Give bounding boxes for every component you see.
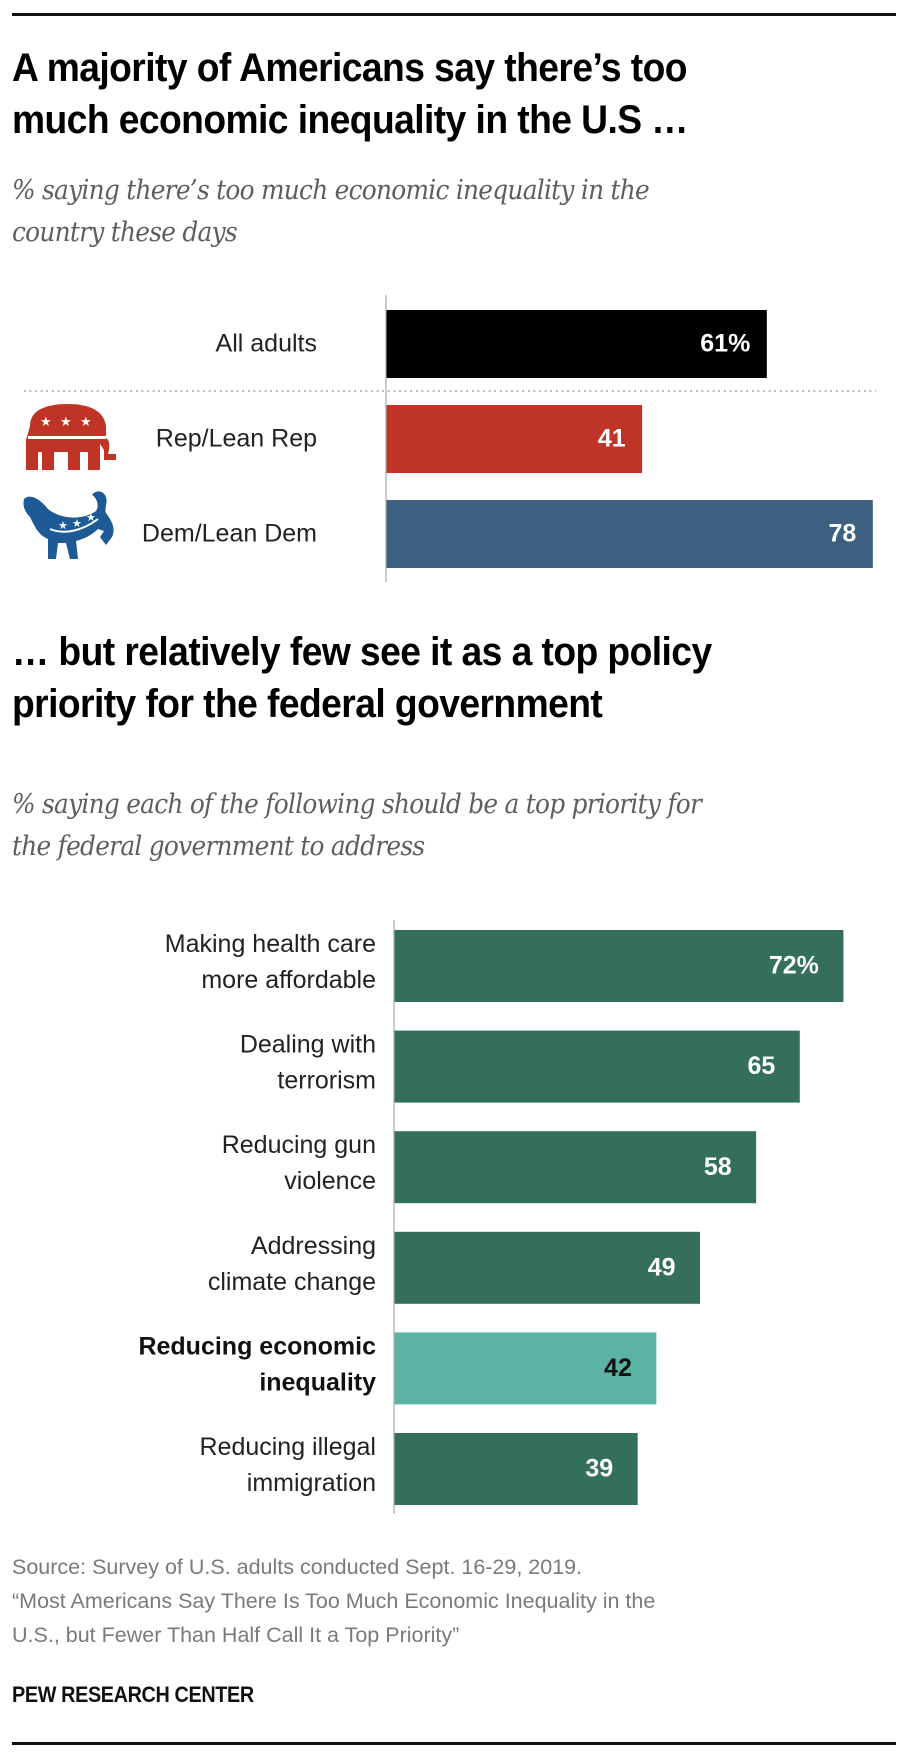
bar-addressing-climate-change: [394, 1231, 701, 1304]
top-rule: [12, 13, 896, 16]
category-label-dealing-with-terrorism: Dealing with terrorism: [240, 1031, 376, 1095]
source-note: Source: Survey of U.S. adults conducted …: [12, 1550, 892, 1652]
value-label-rep-lean-rep: 41: [598, 425, 626, 453]
svg-text:★: ★: [60, 415, 72, 430]
bar-dealing-with-terrorism: [394, 1030, 800, 1103]
svg-text:★: ★: [40, 415, 52, 430]
pew-research-center-logo: PEW RESEARCH CENTER: [12, 1682, 254, 1707]
value-label-all-adults: 61%: [700, 330, 750, 358]
bar-reducing-economic-inequality: [394, 1332, 657, 1405]
chart2-title-line1: … but relatively few see it as a top pol…: [12, 630, 712, 674]
category-label-line: violence: [284, 1167, 376, 1195]
source-line-1: Source: Survey of U.S. adults conducted …: [12, 1555, 583, 1579]
value-label-making-health-care-more-affordable: 72%: [769, 952, 819, 980]
policy-priority-chart: Making health care more affordable 72% Deal…: [138, 920, 844, 1514]
value-label-addressing-climate-change: 49: [648, 1253, 676, 1281]
svg-text:★: ★: [80, 415, 92, 430]
chart2-subtitle: % saying each of the following should be…: [12, 784, 822, 868]
source-line-3: U.S., but Fewer Than Half Call It a Top …: [12, 1623, 460, 1647]
chart1-title-line2: much economic inequality in the U.S …: [12, 98, 688, 142]
bar-reducing-illegal-immigration: [394, 1433, 638, 1505]
chart1-title-line1: A majority of Americans say there’s too: [12, 46, 687, 90]
chart2-subtitle-line2: the federal government to address: [12, 831, 425, 862]
category-label-reducing-illegal-immigration: Reducing illegal immigration: [199, 1433, 376, 1497]
category-label-line: Making health care: [165, 930, 376, 958]
democrat-donkey-icon: ★ ★ ★: [23, 491, 114, 559]
republican-elephant-icon: ★ ★ ★: [26, 404, 116, 470]
svg-text:★: ★: [72, 517, 82, 530]
category-label-line: more affordable: [201, 966, 376, 994]
category-label-line: Reducing illegal: [199, 1433, 376, 1461]
bar-all-adults: [386, 310, 767, 378]
category-label-line: immigration: [247, 1469, 376, 1497]
value-label-dem-lean-dem: 78: [829, 520, 857, 548]
svg-text:★: ★: [58, 519, 68, 532]
category-label-line: Reducing gun: [222, 1131, 376, 1159]
chart1-subtitle: % saying there’s too much economic inequ…: [12, 170, 822, 254]
category-label-line: Dealing with: [240, 1031, 376, 1059]
category-label-dem-lean-dem: Dem/Lean Dem: [142, 520, 317, 548]
value-label-reducing-illegal-immigration: 39: [585, 1455, 613, 1483]
bar-reducing-gun-violence: [394, 1131, 757, 1204]
value-label-reducing-gun-violence: 58: [704, 1153, 732, 1181]
category-label-all-adults: All adults: [216, 330, 317, 358]
category-label-rep-lean-rep: Rep/Lean Rep: [156, 425, 317, 453]
chart2-title-line2: priority for the federal government: [12, 682, 603, 726]
bar-making-health-care-more-affordable: [394, 930, 844, 1002]
category-label-reducing-gun-violence: Reducing gun violence: [222, 1131, 376, 1195]
party-inequality-chart: ★ ★ ★ ★ ★ ★ All adults 61% Rep/Lean Rep 41 D…: [23, 295, 876, 582]
value-label-reducing-economic-inequality: 42: [604, 1354, 632, 1382]
chart1-title: A majority of Americans say there’s too …: [12, 42, 830, 146]
chart1-subtitle-line1: % saying there’s too much economic inequ…: [12, 175, 650, 206]
category-label-line: Reducing economic: [138, 1332, 376, 1360]
chart1-subtitle-line2: country these days: [12, 217, 238, 248]
category-label-reducing-economic-inequality: Reducing economic inequality: [138, 1332, 376, 1396]
bar-dem-lean-dem: [386, 500, 873, 568]
source-line-2: “Most Americans Say There Is Too Much Ec…: [12, 1589, 656, 1613]
chart2-subtitle-line1: % saying each of the following should be…: [12, 789, 702, 820]
svg-text:★: ★: [86, 511, 96, 524]
bottom-rule: [12, 1742, 896, 1745]
category-label-line: Addressing: [251, 1232, 376, 1260]
category-label-line: terrorism: [277, 1067, 376, 1095]
bar-rep-lean-rep: [386, 405, 643, 473]
chart2-title: … but relatively few see it as a top pol…: [12, 626, 830, 730]
category-label-addressing-climate-change: Addressing climate change: [208, 1232, 376, 1296]
category-label-making-health-care-more-affordable: Making health care more affordable: [165, 930, 376, 994]
value-label-dealing-with-terrorism: 65: [747, 1052, 775, 1080]
category-label-line: inequality: [259, 1368, 376, 1396]
category-label-line: climate change: [208, 1268, 376, 1296]
